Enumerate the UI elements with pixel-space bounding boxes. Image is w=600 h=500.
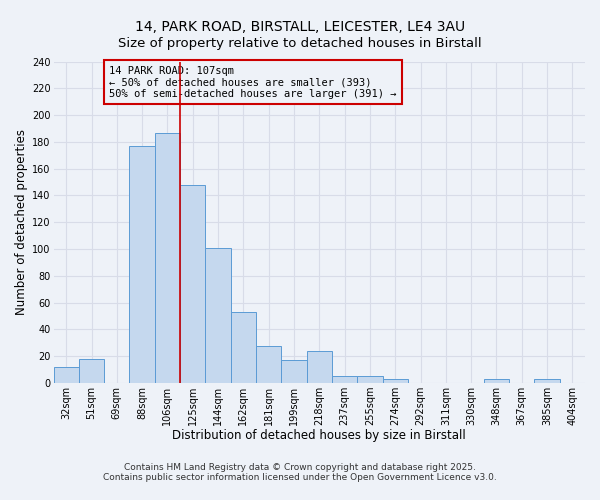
Text: Contains HM Land Registry data © Crown copyright and database right 2025.: Contains HM Land Registry data © Crown c… <box>124 464 476 472</box>
Bar <box>307 351 332 383</box>
Y-axis label: Number of detached properties: Number of detached properties <box>15 130 28 316</box>
Bar <box>383 379 408 383</box>
Bar <box>53 367 79 383</box>
Bar <box>205 248 231 383</box>
Bar <box>332 376 357 383</box>
Text: Contains public sector information licensed under the Open Government Licence v3: Contains public sector information licen… <box>103 474 497 482</box>
Bar <box>535 379 560 383</box>
Bar <box>130 146 155 383</box>
Bar <box>79 359 104 383</box>
Bar <box>231 312 256 383</box>
Bar <box>180 185 205 383</box>
Bar <box>357 376 383 383</box>
Bar <box>155 132 180 383</box>
Bar <box>256 346 281 383</box>
Bar <box>484 379 509 383</box>
Text: Size of property relative to detached houses in Birstall: Size of property relative to detached ho… <box>118 38 482 51</box>
X-axis label: Distribution of detached houses by size in Birstall: Distribution of detached houses by size … <box>172 430 466 442</box>
Text: 14, PARK ROAD, BIRSTALL, LEICESTER, LE4 3AU: 14, PARK ROAD, BIRSTALL, LEICESTER, LE4 … <box>135 20 465 34</box>
Bar <box>281 360 307 383</box>
Text: 14 PARK ROAD: 107sqm
← 50% of detached houses are smaller (393)
50% of semi-deta: 14 PARK ROAD: 107sqm ← 50% of detached h… <box>109 66 397 98</box>
